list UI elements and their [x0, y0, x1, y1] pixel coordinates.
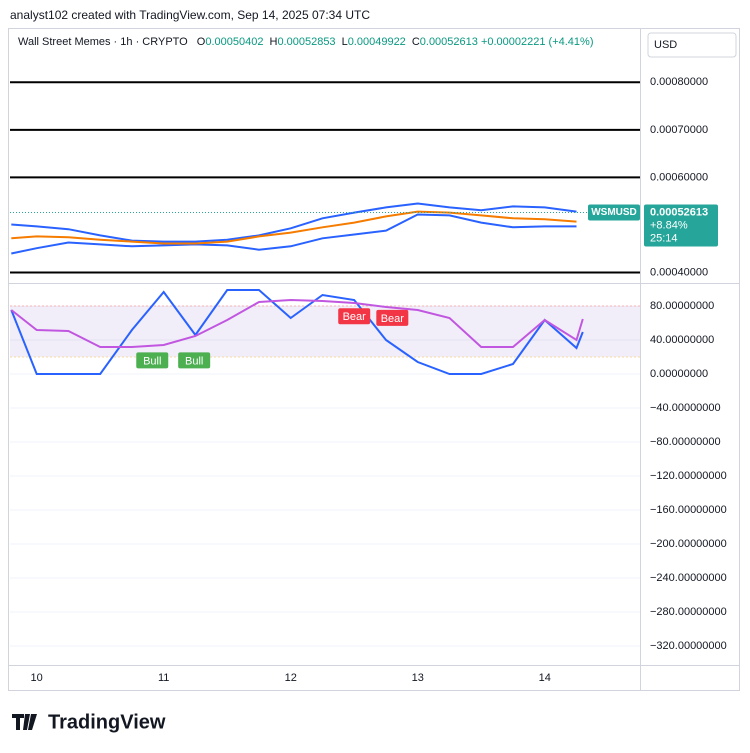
x-tick-label: 13	[412, 672, 424, 684]
x-tick-label: 14	[539, 672, 551, 684]
ohlc-label: O	[196, 36, 206, 48]
ohlc-item: C0.00052613	[412, 36, 478, 48]
price-tag	[644, 204, 718, 247]
y-tick-label: −40.00000000	[650, 402, 721, 414]
x-tick-label: 10	[31, 672, 43, 684]
series-line	[11, 202, 577, 243]
ohlc-value: 0.00049922	[347, 36, 406, 48]
y-tick-label: 0.00000000	[650, 368, 708, 380]
ohlc-label: L	[341, 36, 348, 48]
annotation-box	[178, 352, 211, 369]
symbol-tag-label: WSMUSD	[591, 207, 637, 218]
brand: TradingView	[12, 711, 166, 733]
annotation: Bear	[343, 311, 367, 323]
y-tick-label: −120.00000000	[650, 470, 727, 482]
currency[interactable]: USD	[654, 39, 677, 51]
ohlc: O0.00050402 H0.00052853 L0.00049922 C0.0005…	[191, 36, 478, 48]
credit: analyst102 created with TradingView.com,…	[10, 8, 370, 22]
ohlc-item: O0.00050402	[197, 36, 264, 48]
series-line	[10, 298, 584, 348]
change: +0.00002221 (+4.41%)	[480, 36, 594, 48]
ohlc-label: C	[411, 36, 420, 48]
currency-box[interactable]	[647, 32, 737, 58]
price-tag-countdown: 25:14	[650, 232, 678, 244]
annotation: Bull	[143, 355, 161, 367]
y-tick-label: 0.00040000	[650, 266, 708, 278]
series-line	[11, 210, 577, 245]
y-tick-label: −280.00000000	[650, 606, 727, 618]
y-tick-label: −240.00000000	[650, 572, 727, 584]
price-tag-value: 0.00052613	[650, 206, 708, 218]
symbol: Wall Street Memes · 1h · CRYPTO	[18, 36, 188, 48]
ohlc-label: H	[269, 36, 278, 48]
annotation: Bull	[185, 355, 203, 367]
ohlc-value: 0.00052613	[419, 36, 478, 48]
series-line	[11, 213, 577, 255]
y-tick-label: 40.00000000	[650, 334, 714, 346]
symbol-tag	[588, 204, 640, 221]
brand-name: TradingView	[48, 711, 166, 733]
brand-logo	[12, 714, 37, 730]
annotation-box	[376, 309, 409, 326]
y-tick-label: 0.00070000	[650, 124, 708, 136]
x-tick-label: 12	[285, 672, 297, 684]
y-tick-label: 0.00060000	[650, 171, 708, 183]
y-tick-label: −320.00000000	[650, 640, 727, 652]
y-tick-label: 80.00000000	[650, 300, 714, 312]
series-line	[10, 289, 584, 375]
y-tick-label: 0.00080000	[650, 76, 708, 88]
legend-row: Wall Street Memes · 1h · CRYPTO O0.00050…	[18, 36, 594, 48]
ohlc-item: L0.00049922	[342, 36, 406, 48]
y-tick-label: −200.00000000	[650, 538, 727, 550]
frame	[8, 28, 740, 691]
annotation-box	[338, 308, 371, 325]
annotation-box	[136, 352, 169, 369]
y-tick-label: −80.00000000	[650, 436, 721, 448]
ohlc-value: 0.00050402	[205, 36, 264, 48]
band	[10, 305, 640, 357]
price-tag-change: +8.84%	[650, 219, 688, 231]
y-tick-label: −160.00000000	[650, 504, 727, 516]
ohlc-item: H0.00052853	[269, 36, 335, 48]
ohlc-value: 0.00052853	[277, 36, 336, 48]
x-tick-label: 11	[158, 672, 169, 684]
annotation: Bear	[381, 313, 405, 325]
